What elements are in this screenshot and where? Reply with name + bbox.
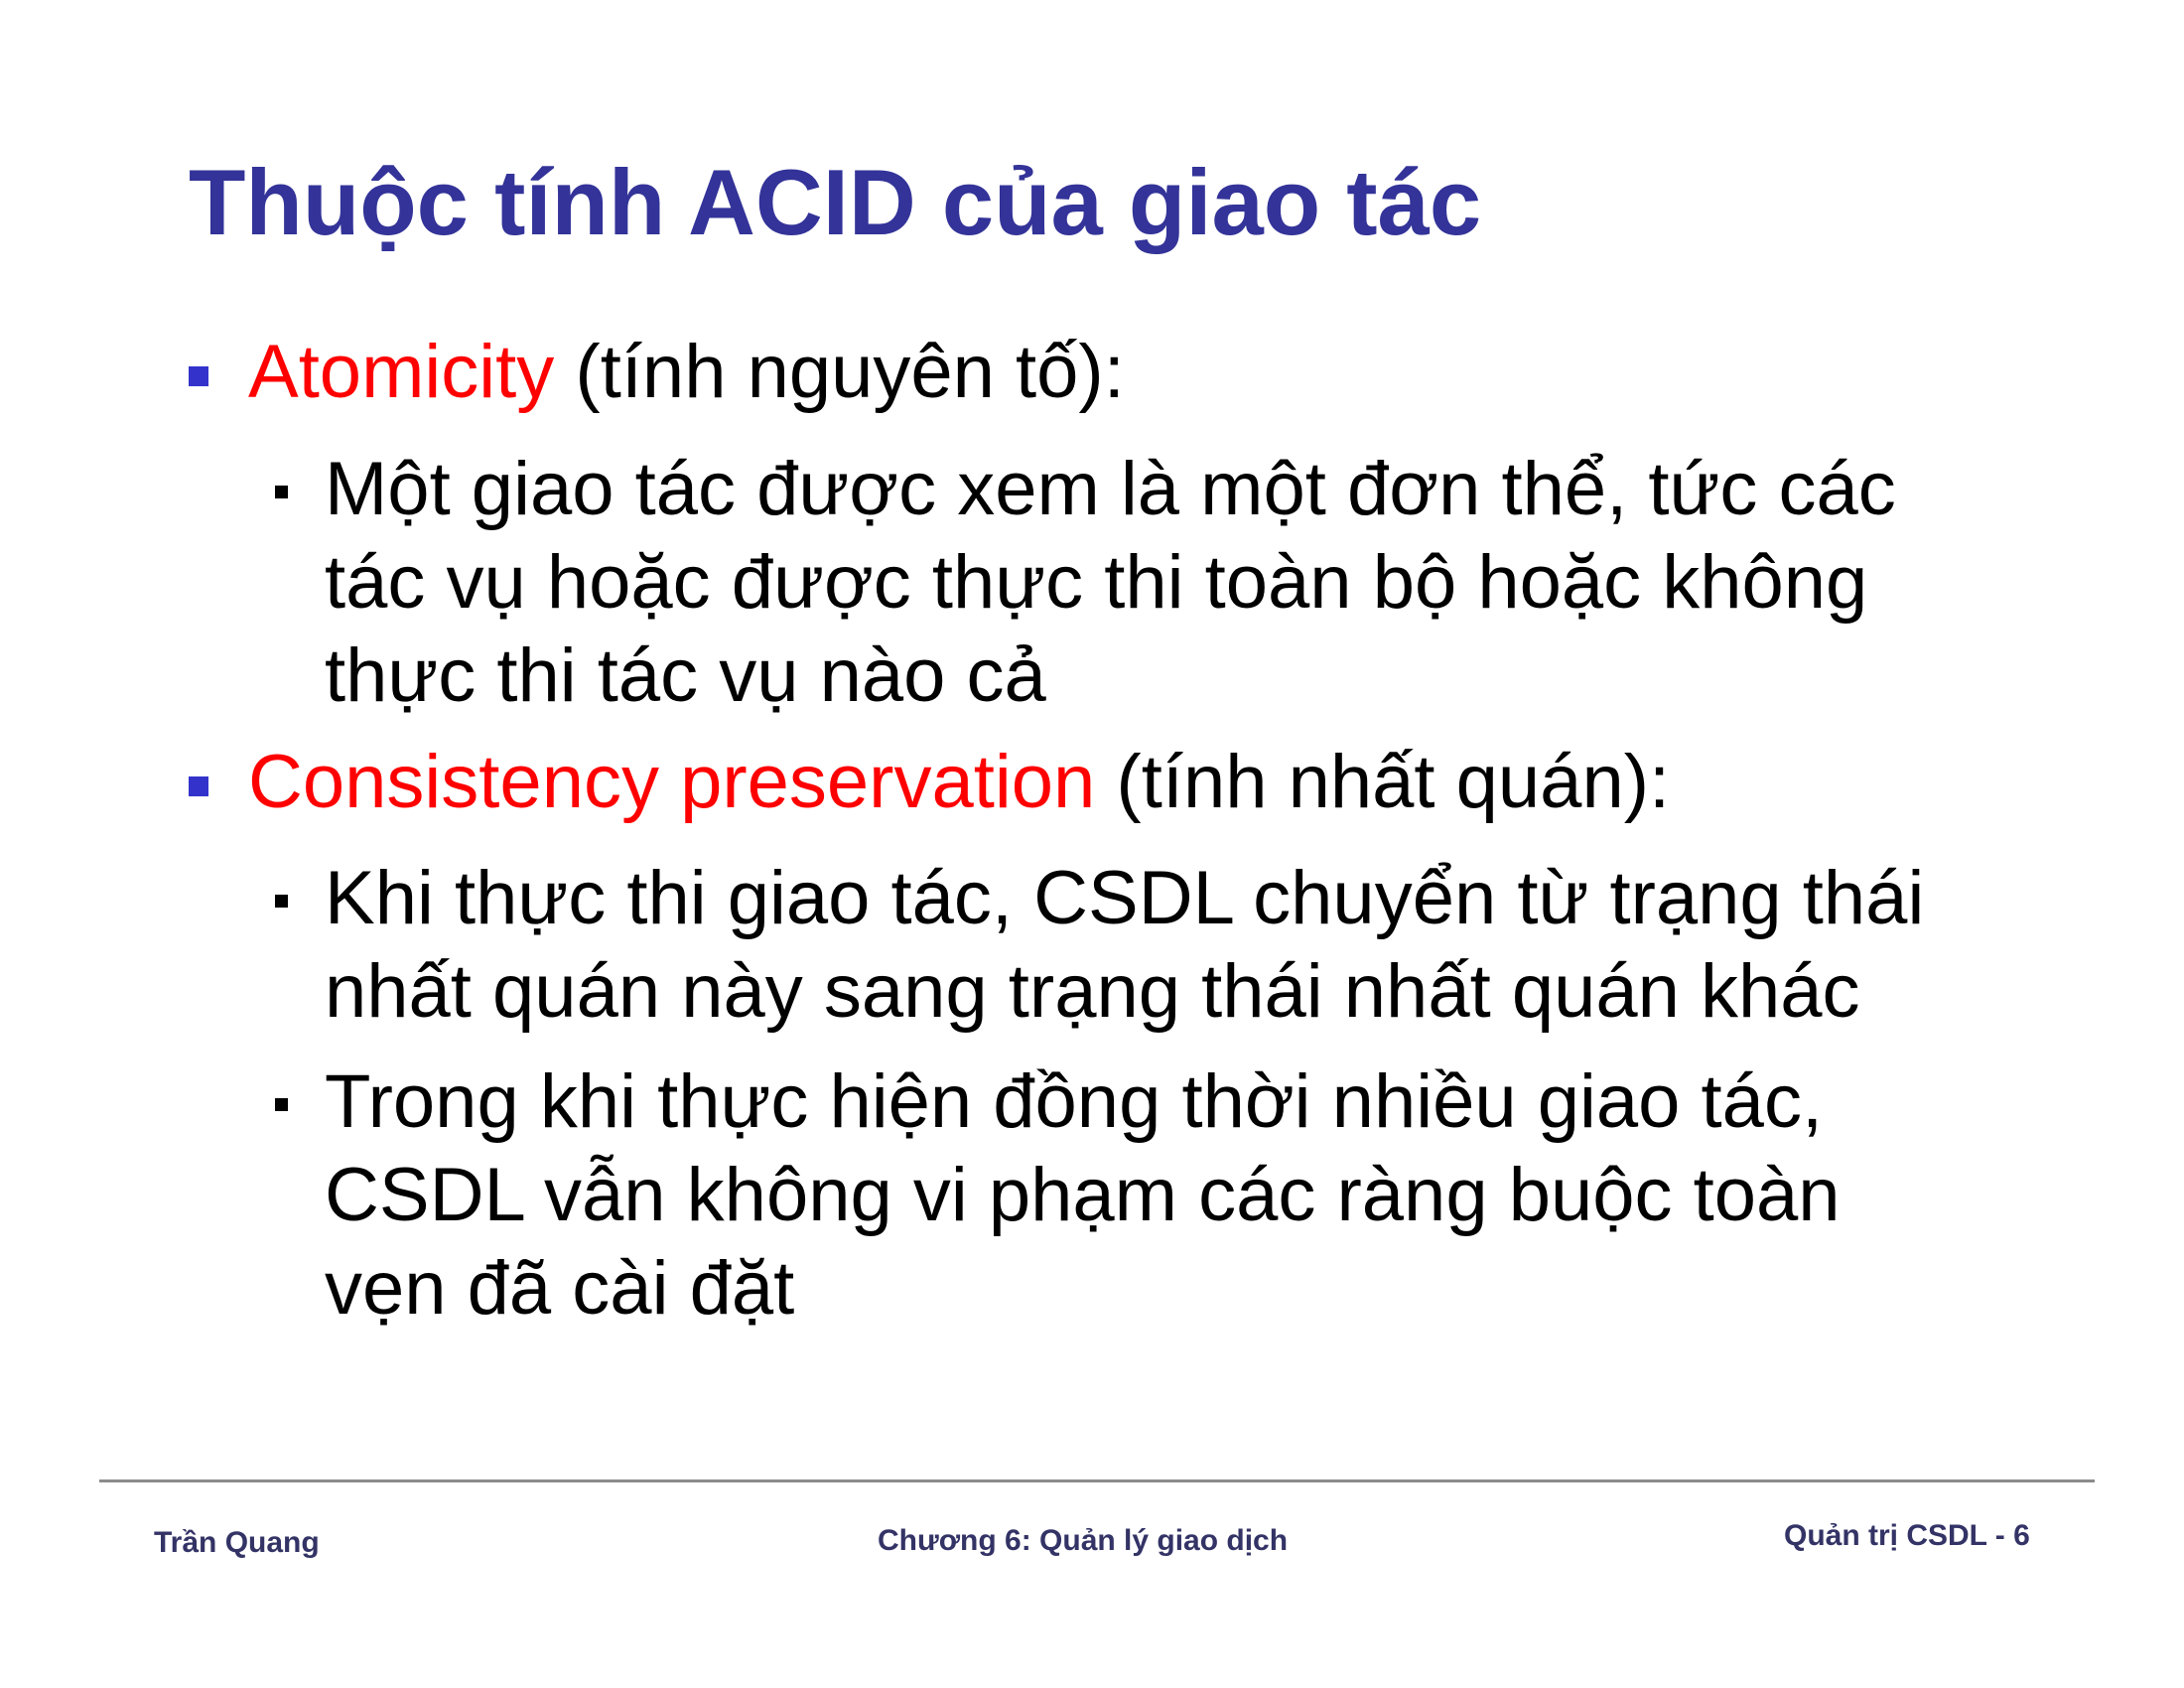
text-line: CSDL vẫn không vi phạm các ràng buộc toà… — [325, 1153, 1841, 1237]
footer-divider — [99, 1479, 2095, 1482]
sub-bullet-consistency-concurrency: Trong khi thực hiện đồng thời nhiều giao… — [275, 1055, 2012, 1336]
term-atomicity: Atomicity — [248, 330, 555, 414]
sub-bullet-atomicity-definition: Một giao tác được xem là một đơn thể, tứ… — [275, 443, 2012, 723]
small-square-bullet-icon — [275, 1098, 288, 1111]
term-description: (tính nhất quán): — [1095, 740, 1671, 824]
sub-bullet-consistency-state: Khi thực thi giao tác, CSDL chuyển từ tr… — [275, 852, 2012, 1039]
text-line: Một giao tác được xem là một đơn thể, tứ… — [325, 447, 1896, 531]
text-line: Trong khi thực hiện đồng thời nhiều giao… — [325, 1059, 1824, 1144]
square-bullet-icon — [189, 366, 208, 386]
footer-author: Trần Quang — [154, 1526, 320, 1559]
square-bullet-icon — [189, 776, 208, 796]
bullet-item-atomicity: Atomicity (tính nguyên tố): — [189, 326, 1125, 419]
text-line: tác vụ hoặc được thực thi toàn bộ hoặc k… — [325, 540, 1868, 625]
term-consistency: Consistency preservation — [248, 740, 1096, 824]
footer-chapter: Chương 6: Quản lý giao dịch — [878, 1524, 1289, 1557]
text-line: vẹn đã cài đặt — [325, 1246, 795, 1331]
small-square-bullet-icon — [275, 895, 288, 908]
text-line: Khi thực thi giao tác, CSDL chuyển từ tr… — [325, 856, 1925, 940]
slide-title: Thuộc tính ACID của giao tác — [189, 150, 1482, 254]
text-line: thực thi tác vụ nào cả — [325, 633, 1046, 718]
bullet-item-consistency: Consistency preservation (tính nhất quán… — [189, 736, 1671, 829]
text-line: nhất quán này sang trạng thái nhất quán … — [325, 949, 1860, 1034]
footer-page-number: Quản trị CSDL - 6 — [1784, 1519, 2030, 1552]
term-description: (tính nguyên tố): — [554, 330, 1125, 414]
small-square-bullet-icon — [275, 486, 288, 498]
